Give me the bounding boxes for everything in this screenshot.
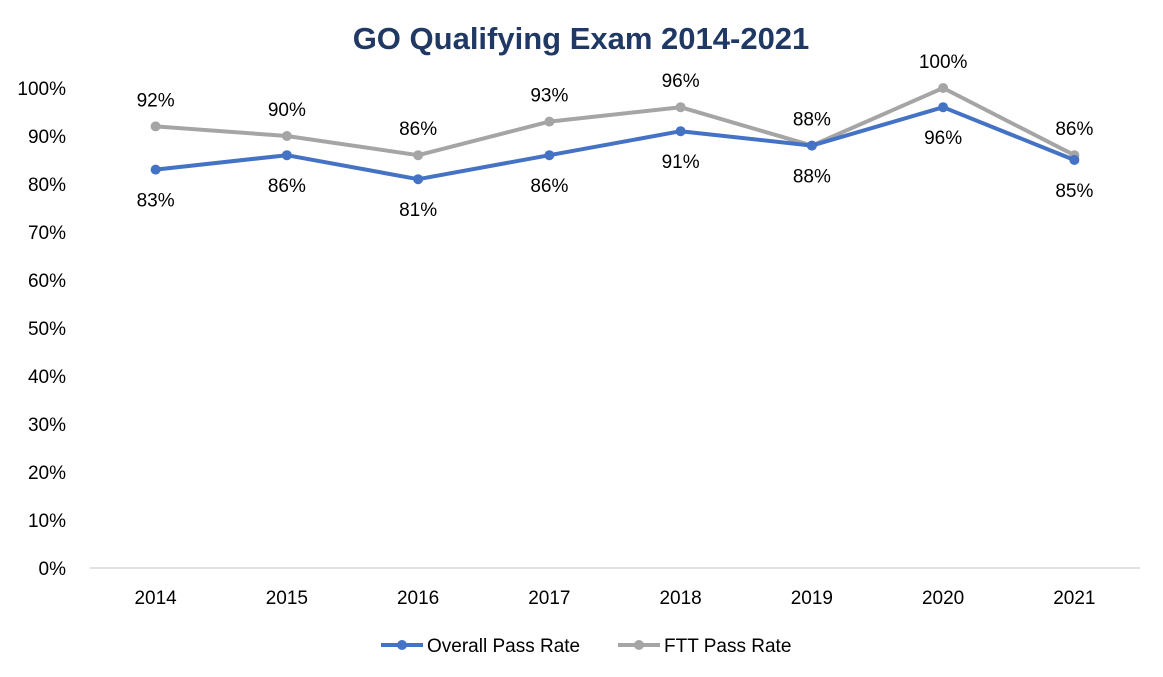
legend-label-overall-pass-rate: Overall Pass Rate: [427, 636, 580, 657]
data-labels: 83% 86% 81% 86% 91% 88% 96% 85% 92% 90% 86% 93% 96% 8…: [137, 52, 1094, 221]
data-label: 85%: [1055, 181, 1093, 202]
x-tick-label: 2019: [791, 588, 833, 609]
x-tick-label: 2016: [397, 588, 439, 609]
data-label: 86%: [399, 119, 437, 140]
data-label: 83%: [137, 191, 175, 212]
legend: Overall Pass Rate FTT Pass Rate: [381, 636, 791, 657]
data-point-overall-pass-rate: [544, 150, 555, 161]
chart-title: GO Qualifying Exam 2014-2021: [353, 21, 810, 56]
y-tick-label: 100%: [17, 79, 66, 100]
data-point-ftt-pass-rate: [413, 150, 424, 161]
data-label: 96%: [662, 71, 700, 92]
legend-marker-overall-pass-rate: [397, 640, 407, 650]
data-label: 86%: [1055, 119, 1093, 140]
data-label: 86%: [530, 176, 568, 197]
data-point-overall-pass-rate: [413, 174, 424, 185]
x-tick-label: 2018: [659, 588, 701, 609]
x-tick-label: 2021: [1053, 588, 1095, 609]
y-tick-label: 30%: [28, 415, 66, 436]
data-point-overall-pass-rate: [675, 126, 686, 137]
y-axis: 0% 10% 20% 30% 40% 50% 60% 70% 80% 90% 100%: [17, 79, 66, 580]
x-axis: 2014 2015 2016 2017 2018 2019 2020 2021: [134, 588, 1095, 609]
data-label: 92%: [137, 90, 175, 111]
y-tick-label: 40%: [28, 367, 66, 388]
data-point-ftt-pass-rate: [150, 121, 161, 132]
y-tick-label: 0%: [39, 559, 67, 580]
data-label: 90%: [268, 100, 306, 121]
x-tick-label: 2015: [266, 588, 308, 609]
data-point-ftt-pass-rate: [938, 83, 949, 93]
data-label: 96%: [924, 128, 962, 149]
x-tick-label: 2014: [134, 588, 177, 609]
data-point-overall-pass-rate: [150, 164, 161, 175]
data-point-overall-pass-rate: [806, 140, 817, 151]
x-tick-label: 2020: [922, 588, 964, 609]
data-label: 88%: [793, 167, 831, 188]
y-tick-label: 60%: [28, 271, 66, 292]
data-point-ftt-pass-rate: [544, 116, 555, 127]
x-tick-label: 2017: [528, 588, 570, 609]
y-tick-label: 50%: [28, 319, 66, 340]
data-label: 81%: [399, 200, 437, 221]
data-label: 93%: [530, 86, 568, 107]
data-point-overall-pass-rate: [281, 150, 292, 161]
data-point-overall-pass-rate: [938, 102, 949, 113]
data-point-ftt-pass-rate: [675, 102, 686, 113]
series-line-ftt-pass-rate: [153, 86, 1077, 158]
data-label: 86%: [268, 176, 306, 197]
series-layer: [150, 83, 1080, 185]
y-tick-label: 10%: [28, 511, 66, 532]
legend-label-ftt-pass-rate: FTT Pass Rate: [664, 636, 791, 657]
y-tick-label: 70%: [28, 223, 66, 244]
series-line-overall-pass-rate: [153, 105, 1077, 182]
y-tick-label: 80%: [28, 175, 66, 196]
y-tick-label: 90%: [28, 127, 66, 148]
y-tick-label: 20%: [28, 463, 66, 484]
data-label: 100%: [919, 52, 968, 73]
data-label: 91%: [662, 152, 700, 173]
data-point-ftt-pass-rate: [281, 131, 292, 141]
data-label: 88%: [793, 110, 831, 131]
legend-marker-ftt-pass-rate: [634, 640, 644, 650]
data-point-overall-pass-rate: [1069, 155, 1080, 165]
